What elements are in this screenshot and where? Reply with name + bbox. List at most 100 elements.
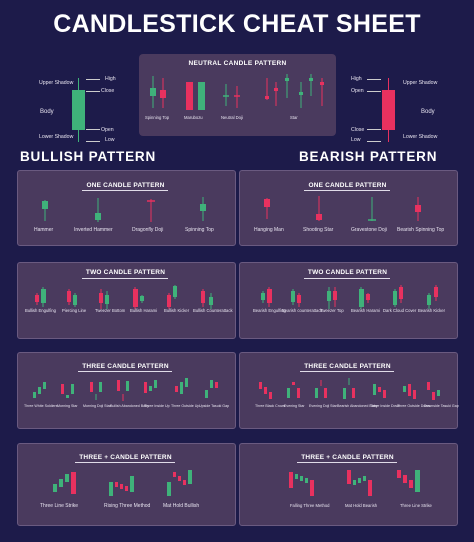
bear-three-label-6: Downside Tasuki Gap	[424, 404, 459, 408]
bull-threeplus-label-1: Rising Three Method	[104, 503, 151, 509]
bear-two-label-5: Bearish Kicker	[418, 308, 445, 313]
bullish-one-candles	[42, 197, 206, 222]
bear-one-label-1: Shooting Star	[303, 227, 334, 233]
neutral-title: NEUTRAL CANDLE PATTERN	[188, 60, 287, 67]
title-underline	[304, 190, 390, 191]
bull-one-label-0: Hammer	[34, 227, 54, 233]
bull-two-label-3: Bullish Harami	[130, 308, 157, 313]
bullish-three-title: THREE CANDLE PATTERN	[82, 363, 169, 370]
title-underline	[82, 278, 168, 279]
bull-three-label-4: Three Inside Up	[144, 404, 170, 408]
low-label: Low	[105, 137, 115, 143]
bull-three-label-2: Morning Doji Star	[83, 404, 111, 408]
bear-two-label-3: Bearish Harami	[351, 308, 380, 313]
bear-threeplus-label-0: Falling Three Method	[290, 503, 330, 508]
high-label: High	[351, 76, 362, 82]
bearish-threeplus-title: THREE + CANDLE PATTERN	[301, 454, 394, 461]
bullish-three-candles	[33, 378, 218, 401]
bullish-one-panel	[17, 170, 236, 246]
bull-one-label-1: Inverted Hammer	[74, 227, 113, 233]
bearish-candle-body	[382, 90, 395, 130]
bearish-one-title: ONE CANDLE PATTERN	[308, 182, 387, 189]
title-underline	[75, 462, 175, 463]
bear-three-label-4: Three Inside Down	[370, 404, 401, 408]
bearish-three-candles	[259, 378, 440, 400]
bear-two-label-4: Dark Cloud Cover	[383, 308, 417, 313]
bull-two-label-2: Tweezer Bottom	[95, 308, 126, 313]
bearish-two-candles	[261, 285, 438, 309]
bearish-one-panel	[239, 170, 458, 246]
bullish-anatomy: Upper Shadow High Close Body Open Low Lo…	[0, 70, 135, 150]
bearish-two-panel	[239, 262, 458, 339]
bear-three-label-2: Evening Doji Star	[309, 404, 337, 408]
neutral-label-marubozu: Marubozu	[184, 115, 203, 120]
neutral-star-4	[299, 92, 303, 95]
bear-three-label-3: Bearish Abandoned Baby	[337, 404, 378, 408]
neutral-star-1	[265, 96, 269, 99]
bracket-line	[367, 91, 381, 92]
neutral-star-3	[285, 78, 289, 81]
bull-threeplus-label-2: Mat Hold Bullish	[163, 503, 200, 509]
low-label: Low	[351, 137, 361, 143]
bearish-one-candles	[264, 196, 421, 221]
bull-three-label-1: Morning Star	[57, 404, 78, 408]
bearish-threeplus-panel	[239, 443, 458, 526]
bull-two-label-0: Bullish Engulfing	[25, 308, 56, 313]
bullish-two-title: TWO CANDLE PATTERN	[85, 269, 166, 276]
neutral-marubozu-red	[186, 82, 193, 110]
neutral-star-6	[320, 82, 324, 85]
bear-three-label-5: Three Outside Down	[397, 404, 430, 408]
bear-one-label-2: Gravestone Doji	[351, 227, 387, 233]
page-title: CANDLESTICK CHEAT SHEET	[53, 10, 421, 38]
bull-three-label-3: Bullish Abandoned Baby	[110, 404, 149, 408]
upper-shadow-label: Upper Shadow	[39, 80, 74, 86]
open-label: Open	[351, 88, 364, 94]
neutral-marubozu-green	[198, 82, 205, 110]
bearish-anatomy: High Upper Shadow Open Body Close Low Lo…	[340, 70, 474, 150]
bracket-line	[86, 141, 100, 142]
bullish-one-title: ONE CANDLE PATTERN	[86, 182, 165, 189]
title-underline	[78, 371, 172, 372]
bull-inverted-hammer	[95, 213, 101, 220]
bear-spinning-top	[415, 205, 421, 212]
lower-shadow-label: Lower Shadow	[403, 134, 438, 140]
bracket-lines	[86, 79, 100, 80]
bearish-three-title: THREE CANDLE PATTERN	[304, 363, 391, 370]
neutral-label-star: Star	[290, 115, 298, 120]
title-underline	[297, 462, 397, 463]
bearish-heading: BEARISH PATTERN	[299, 149, 438, 164]
bear-one-label-3: Bearish Spinning Top	[397, 227, 445, 233]
bear-one-label-0: Hanging Man	[254, 227, 284, 233]
title-underline	[304, 278, 390, 279]
bull-three-label-0: Three White Soldiers	[24, 404, 58, 408]
bull-three-label-5: Three Outside Up	[171, 404, 200, 408]
bracket-line	[367, 79, 381, 80]
bullish-threeplus-candles	[53, 470, 192, 496]
title-underline	[82, 190, 168, 191]
bullish-heading: BULLISH PATTERN	[20, 149, 156, 164]
bracket-line	[367, 141, 381, 142]
upper-shadow-label: Upper Shadow	[403, 80, 438, 86]
neutral-star-2	[274, 88, 278, 91]
close-label: Close	[101, 88, 115, 94]
bracket-line	[86, 129, 100, 130]
bear-three-label-1: Evening Star	[284, 404, 305, 408]
bear-hanging-man	[264, 199, 270, 207]
title-underline	[300, 371, 394, 372]
bracket-line	[86, 91, 100, 92]
open-label: Open	[101, 127, 114, 133]
bullish-two-candles	[35, 285, 213, 309]
neutral-star-5	[309, 78, 313, 81]
bearish-threeplus-candles	[289, 470, 420, 496]
bullish-candle-body	[72, 90, 85, 130]
bracket-line	[367, 129, 381, 130]
neutral-spinning-top-green	[150, 88, 156, 96]
bullish-two-panel	[17, 262, 236, 339]
bear-threeplus-label-2: Three Line Strike	[400, 503, 432, 508]
bear-threeplus-label-1: Mat Hold Bearish	[345, 503, 378, 508]
bull-threeplus-label-0: Three Line Strike	[40, 503, 79, 509]
bull-spinning-top	[200, 204, 206, 211]
bear-three-label-0: Three Black Crows	[255, 404, 286, 408]
bull-hammer	[42, 201, 48, 209]
bearish-two-title: TWO CANDLE PATTERN	[307, 269, 388, 276]
